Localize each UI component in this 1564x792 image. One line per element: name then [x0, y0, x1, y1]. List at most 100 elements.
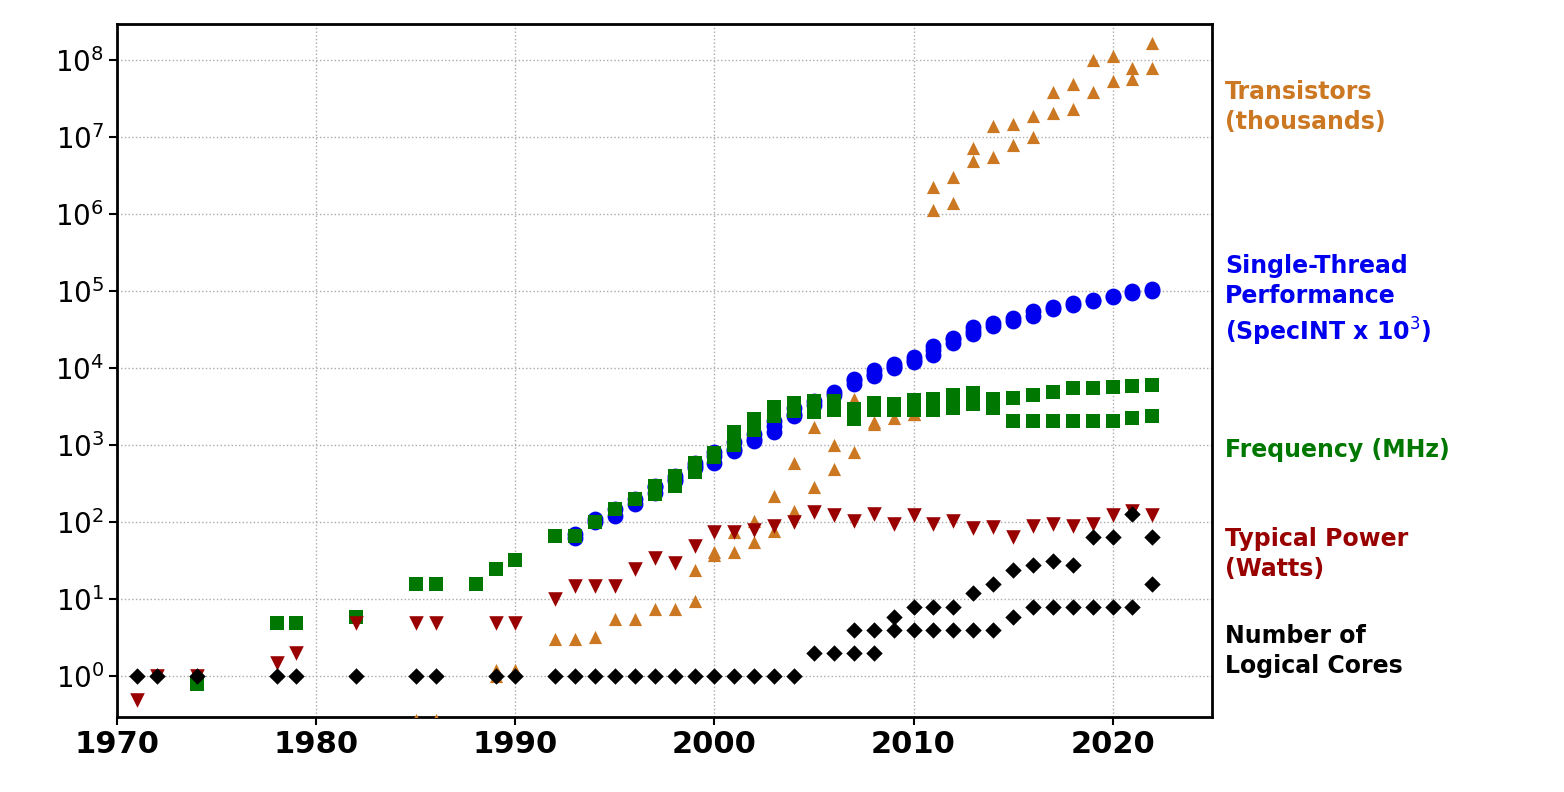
Point — [1060, 297, 1085, 310]
Point — [981, 150, 1006, 163]
Point — [1060, 414, 1085, 427]
Point — [1020, 310, 1045, 323]
Point — [921, 340, 946, 352]
Point — [862, 403, 887, 416]
Point — [404, 616, 429, 629]
Point — [1040, 554, 1065, 567]
Point — [821, 439, 846, 451]
Point — [643, 479, 668, 492]
Point — [981, 120, 1006, 132]
Point — [723, 670, 748, 683]
Point — [622, 493, 647, 505]
Point — [1120, 505, 1145, 517]
Point — [862, 508, 887, 520]
Point — [901, 600, 926, 613]
Point — [563, 531, 588, 544]
Point — [881, 624, 906, 637]
Point — [981, 402, 1006, 414]
Point — [901, 403, 926, 416]
Point — [921, 518, 946, 531]
Point — [602, 613, 627, 626]
Point — [1099, 50, 1125, 63]
Point — [662, 470, 687, 482]
Point — [801, 421, 826, 434]
Point — [1020, 389, 1045, 402]
Point — [264, 789, 289, 792]
Point — [483, 670, 508, 683]
Point — [741, 428, 766, 440]
Point — [662, 474, 687, 487]
Point — [1099, 289, 1125, 302]
Point — [543, 670, 568, 683]
Point — [682, 460, 707, 473]
Point — [1040, 301, 1065, 314]
Point — [821, 389, 846, 402]
Point — [901, 407, 926, 420]
Point — [942, 515, 967, 527]
Point — [662, 470, 687, 482]
Point — [662, 603, 687, 615]
Point — [643, 603, 668, 615]
Point — [960, 587, 985, 600]
Point — [801, 398, 826, 411]
Point — [1040, 414, 1065, 427]
Point — [942, 600, 967, 613]
Point — [1081, 600, 1106, 613]
Point — [344, 611, 369, 623]
Point — [921, 348, 946, 361]
Point — [1001, 139, 1026, 151]
Point — [344, 741, 369, 754]
Point — [643, 481, 668, 493]
Point — [801, 406, 826, 419]
Point — [1001, 312, 1026, 325]
Point — [881, 360, 906, 372]
Point — [901, 508, 926, 521]
Point — [285, 789, 310, 792]
Point — [404, 577, 429, 590]
Point — [723, 526, 748, 539]
Point — [1040, 303, 1065, 315]
Point — [1140, 284, 1165, 297]
Point — [702, 451, 727, 464]
Point — [602, 580, 627, 592]
Point — [881, 361, 906, 374]
Point — [1020, 131, 1045, 144]
Point — [762, 410, 787, 423]
Point — [981, 520, 1006, 533]
Point — [762, 425, 787, 438]
Point — [1140, 62, 1165, 74]
Point — [981, 624, 1006, 637]
Point — [901, 350, 926, 363]
Point — [463, 577, 488, 590]
Point — [285, 647, 310, 660]
Point — [1081, 294, 1106, 307]
Point — [782, 396, 807, 409]
Point — [1099, 414, 1125, 427]
Point — [702, 446, 727, 459]
Point — [144, 670, 169, 683]
Point — [821, 403, 846, 416]
Point — [762, 489, 787, 502]
Point — [862, 367, 887, 380]
Point — [981, 577, 1006, 590]
Point — [942, 333, 967, 345]
Point — [1020, 305, 1045, 318]
Point — [702, 545, 727, 558]
Point — [602, 510, 627, 523]
Point — [582, 670, 607, 683]
Point — [1099, 291, 1125, 303]
Point — [862, 624, 887, 637]
Point — [782, 407, 807, 420]
Point — [622, 493, 647, 505]
Point — [1040, 86, 1065, 98]
Point — [1099, 380, 1125, 393]
Point — [862, 416, 887, 428]
Point — [901, 394, 926, 406]
Point — [841, 372, 866, 385]
Point — [862, 369, 887, 382]
Point — [782, 402, 807, 414]
Point — [981, 393, 1006, 406]
Point — [1020, 600, 1045, 613]
Point — [821, 386, 846, 398]
Point — [901, 353, 926, 366]
